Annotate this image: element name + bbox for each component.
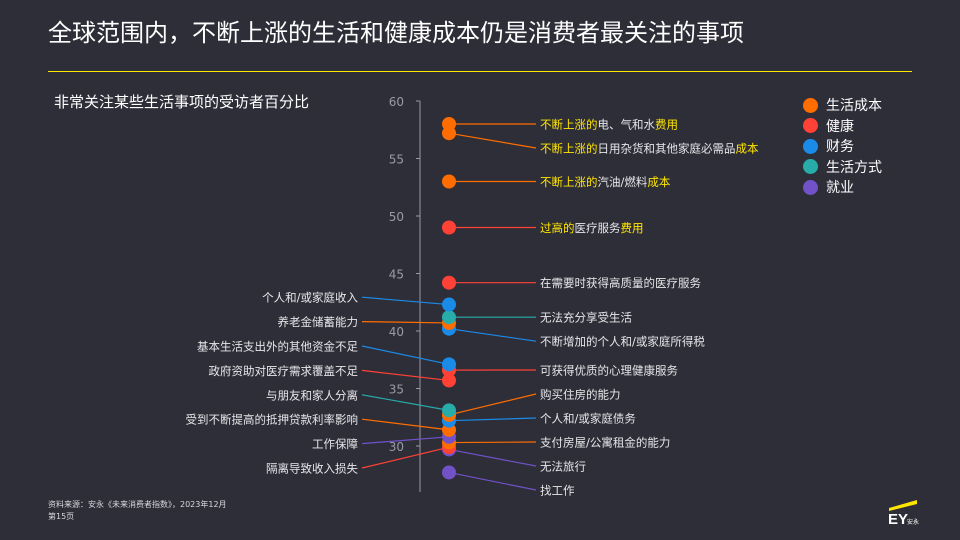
data-label: 与朋友和家人分离 [266, 388, 358, 402]
data-point [442, 220, 456, 235]
y-tick-label: 30 [389, 440, 404, 454]
data-label: 无法充分享受生活 [540, 311, 632, 325]
data-label-part: 成本 [736, 142, 759, 156]
legend-swatch [803, 179, 818, 195]
data-label: 工作保障 [312, 437, 358, 451]
data-point [442, 357, 456, 372]
leader-line [448, 441, 537, 444]
data-point [442, 275, 456, 290]
leader-line [361, 296, 450, 306]
data-label: 可获得优质的心理健康服务 [540, 364, 678, 378]
page-number: 第15页 [48, 512, 75, 521]
data-label: 在需要时获得高质量的医疗服务 [540, 276, 701, 290]
legend-swatch [803, 159, 818, 175]
logo-text: EY [888, 511, 908, 528]
page-title: 全球范围内，不断上涨的生活和健康成本仍是消费者最关注的事项 [48, 19, 744, 47]
leader-line [361, 345, 450, 365]
legend-item: 生活成本 [803, 95, 882, 116]
y-tick-label: 40 [389, 325, 404, 339]
data-label: 隔离导致收入损失 [266, 462, 358, 476]
data-label-part: 费用 [655, 118, 678, 132]
chart-subtitle: 非常关注某些生活事项的受访者百分比 [54, 93, 310, 111]
data-label-part: 电、气和水 [598, 118, 656, 132]
legend-swatch [803, 118, 818, 134]
title-divider [48, 71, 912, 72]
leader-lines [361, 123, 537, 491]
legend-item: 就业 [803, 177, 882, 198]
data-label: 养老金储蓄能力 [278, 315, 359, 329]
leader-line [361, 418, 450, 431]
data-point [442, 297, 456, 312]
y-tick-label: 60 [389, 95, 404, 109]
data-label: 支付房屋/公寓租金的能力 [540, 436, 670, 450]
data-label-part: 汽油/燃料 [598, 175, 648, 189]
legend-item: 财务 [803, 136, 882, 157]
y-tick-label: 35 [389, 383, 404, 397]
data-label-part: 不断上涨的 [540, 175, 598, 189]
data-point [442, 117, 456, 131]
data-label: 过高的医疗服务费用 [540, 221, 644, 235]
y-axis: 30 35 40 45 50 55 60 [389, 95, 421, 492]
logo-subtext: 安永 [907, 518, 919, 526]
data-label: 不断上涨的日用杂货和其他家庭必需品成本 [540, 142, 759, 156]
leader-line [448, 417, 537, 422]
data-point [442, 403, 456, 418]
data-point [442, 373, 456, 388]
data-label: 个人和/或家庭债务 [540, 412, 636, 426]
leader-line [361, 321, 450, 324]
leader-line [361, 369, 450, 382]
data-labels: 不断上涨的电、气和水费用不断上涨的日用杂货和其他家庭必需品成本不断上涨的汽油/燃… [186, 118, 759, 498]
data-label: 找工作 [540, 484, 575, 498]
source-text: 资料来源：安永《未来消费者指数》，2023年12月 [48, 500, 227, 509]
legend-label: 生活成本 [826, 98, 882, 115]
data-label: 受到不断提高的抵押贷款利率影响 [186, 413, 359, 427]
data-label-part: 医疗服务 [575, 221, 621, 235]
leader-line [361, 436, 450, 445]
leader-line [361, 394, 450, 411]
data-points [442, 117, 456, 480]
ey-logo: EY 安永 [888, 500, 919, 528]
legend-swatch [803, 138, 818, 154]
chart-legend: 生活成本健康财务生活方式就业 [803, 95, 882, 198]
data-label: 政府资助对医疗需求覆盖不足 [209, 364, 359, 378]
legend-label: 财务 [826, 139, 854, 156]
legend-label: 就业 [826, 180, 854, 197]
data-label: 个人和/或家庭收入 [262, 291, 358, 305]
leader-line [448, 132, 537, 149]
data-point [442, 174, 456, 189]
data-label-part: 成本 [647, 175, 670, 189]
data-label: 不断上涨的汽油/燃料成本 [540, 175, 671, 189]
source-note: 资料来源：安永《未来消费者指数》，2023年12月 第15页 [48, 499, 227, 523]
leader-line [448, 448, 537, 467]
y-tick-label: 45 [389, 268, 404, 282]
data-point [442, 310, 456, 325]
legend-item: 生活方式 [803, 157, 882, 178]
leader-line [448, 328, 537, 342]
data-point [442, 465, 456, 480]
data-label: 购买住房的能力 [540, 388, 621, 402]
data-label-part: 日用杂货和其他家庭必需品 [598, 142, 736, 156]
leader-line [448, 471, 537, 491]
data-label: 无法旅行 [540, 460, 586, 474]
data-label-part: 不断上涨的 [540, 118, 598, 132]
y-tick-label: 50 [389, 210, 404, 224]
legend-item: 健康 [803, 116, 882, 137]
data-label: 基本生活支出外的其他资金不足 [197, 340, 358, 354]
data-label-part: 不断上涨的 [540, 142, 598, 156]
data-label: 不断增加的个人和/或家庭所得税 [540, 335, 705, 349]
data-label-part: 过高的 [540, 221, 575, 235]
leader-line [361, 446, 450, 469]
leader-line [448, 393, 537, 416]
legend-label: 生活方式 [826, 159, 882, 176]
y-tick-label: 55 [389, 153, 404, 167]
legend-label: 健康 [826, 118, 854, 135]
data-label: 不断上涨的电、气和水费用 [540, 118, 678, 132]
data-label-part: 费用 [621, 221, 644, 235]
legend-swatch [803, 97, 818, 113]
